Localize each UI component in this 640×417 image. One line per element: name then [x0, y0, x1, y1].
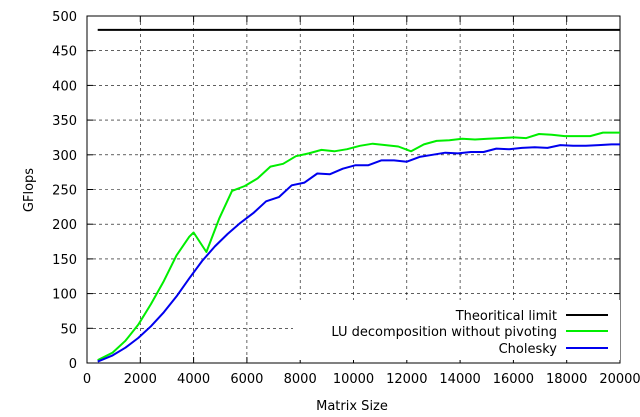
- y-tick-label: 350: [52, 114, 77, 129]
- series-line-2: [97, 131, 620, 362]
- y-tick-labels: 0 50 100 150 200 250 300 350 400 450 500: [52, 10, 77, 372]
- x-tick-label: 12000: [386, 372, 427, 387]
- x-tick-label: 0: [83, 372, 91, 387]
- legend-label-3: Cholesky: [499, 342, 558, 357]
- y-tick-label: 200: [52, 218, 77, 233]
- y-tick-label: 150: [52, 253, 77, 268]
- x-tick-label: 20000: [599, 372, 640, 387]
- legend-background: [293, 300, 620, 360]
- y-tick-label: 300: [52, 149, 77, 164]
- legend-label-2: LU decomposition without pivoting: [331, 325, 557, 340]
- x-tick-label: 6000: [230, 372, 263, 387]
- y-axis-label: GFlops: [22, 168, 37, 212]
- series-lines: [97, 28, 620, 363]
- y-tick-label: 100: [52, 288, 77, 303]
- y-tick-label: 50: [60, 322, 77, 337]
- x-tick-label: 16000: [493, 372, 534, 387]
- y-tick-label: 250: [52, 184, 77, 199]
- x-axis-label: Matrix Size: [316, 399, 388, 414]
- y-tick-label: 400: [52, 79, 77, 94]
- y-tick-label: 450: [52, 45, 77, 60]
- y-tick-label: 500: [52, 10, 77, 25]
- x-tick-label: 2000: [124, 372, 157, 387]
- x-tick-label: 8000: [284, 372, 317, 387]
- series-line-3: [97, 143, 620, 363]
- legend-label-1: Theoritical limit: [455, 309, 557, 324]
- x-tick-label: 10000: [333, 372, 374, 387]
- x-tick-label: 18000: [546, 372, 587, 387]
- x-tick-labels: 0 2000 4000 6000 8000 10000 12000 14000 16000 180…: [83, 372, 640, 387]
- y-tick-label: 0: [69, 357, 77, 372]
- x-tick-label: 14000: [439, 372, 480, 387]
- x-tick-label: 4000: [177, 372, 210, 387]
